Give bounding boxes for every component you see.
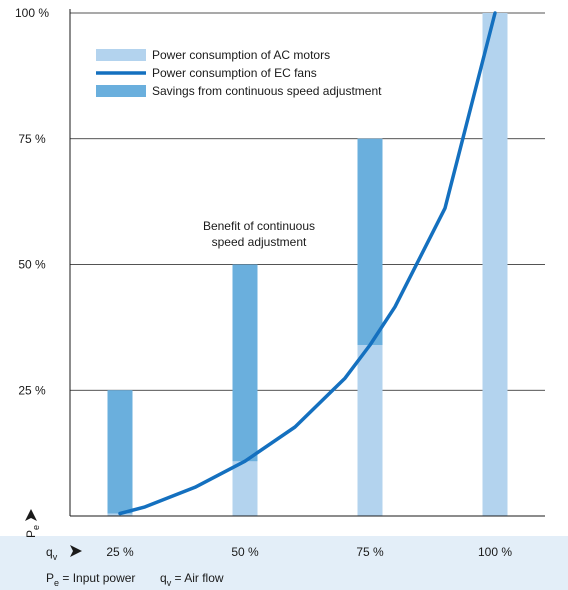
x-tick-label: 75 % xyxy=(356,545,384,559)
x-tick-label: 50 % xyxy=(231,545,259,559)
ac-bar xyxy=(482,13,508,516)
legend-swatch xyxy=(96,85,146,97)
y-tick-label: 75 % xyxy=(18,132,46,146)
grid-lines xyxy=(70,12,545,391)
annotation-line: Benefit of continuous xyxy=(203,219,315,233)
y-axis-label: Pe xyxy=(24,525,41,538)
bars xyxy=(107,13,508,516)
legend-label: Power consumption of EC fans xyxy=(152,66,317,80)
y-tick-label: 100 % xyxy=(15,6,49,20)
x-tick-label: 25 % xyxy=(106,545,134,559)
axes xyxy=(25,9,545,557)
ec-curve xyxy=(118,11,497,516)
legend: Power consumption of AC motors Power cons… xyxy=(96,48,382,98)
annotation-line: speed adjustment xyxy=(212,235,307,249)
ec-line xyxy=(118,11,497,516)
y-tick-label: 50 % xyxy=(18,258,46,272)
savings-bar xyxy=(232,264,258,462)
legend-label: Savings from continuous speed adjustment xyxy=(152,84,382,98)
savings-bar xyxy=(357,138,383,345)
legend-label: Power consumption of AC motors xyxy=(152,48,330,62)
footer-input-power: Pe = Input power xyxy=(46,571,135,588)
x-axis-arrow xyxy=(70,545,82,557)
y-tick-label: 25 % xyxy=(18,383,46,397)
x-axis-label: qv xyxy=(46,545,58,562)
y-axis-arrow xyxy=(25,509,37,521)
savings-bar xyxy=(107,390,133,514)
footer-band xyxy=(0,536,568,590)
footer-air-flow: qv = Air flow xyxy=(160,571,224,588)
legend-swatch xyxy=(96,49,146,61)
x-tick-label: 100 % xyxy=(478,545,512,559)
labels: 25 % 50 % 75 % 100 % 25 % 50 % 75 % 100 % qv Pe Be… xyxy=(15,6,512,588)
